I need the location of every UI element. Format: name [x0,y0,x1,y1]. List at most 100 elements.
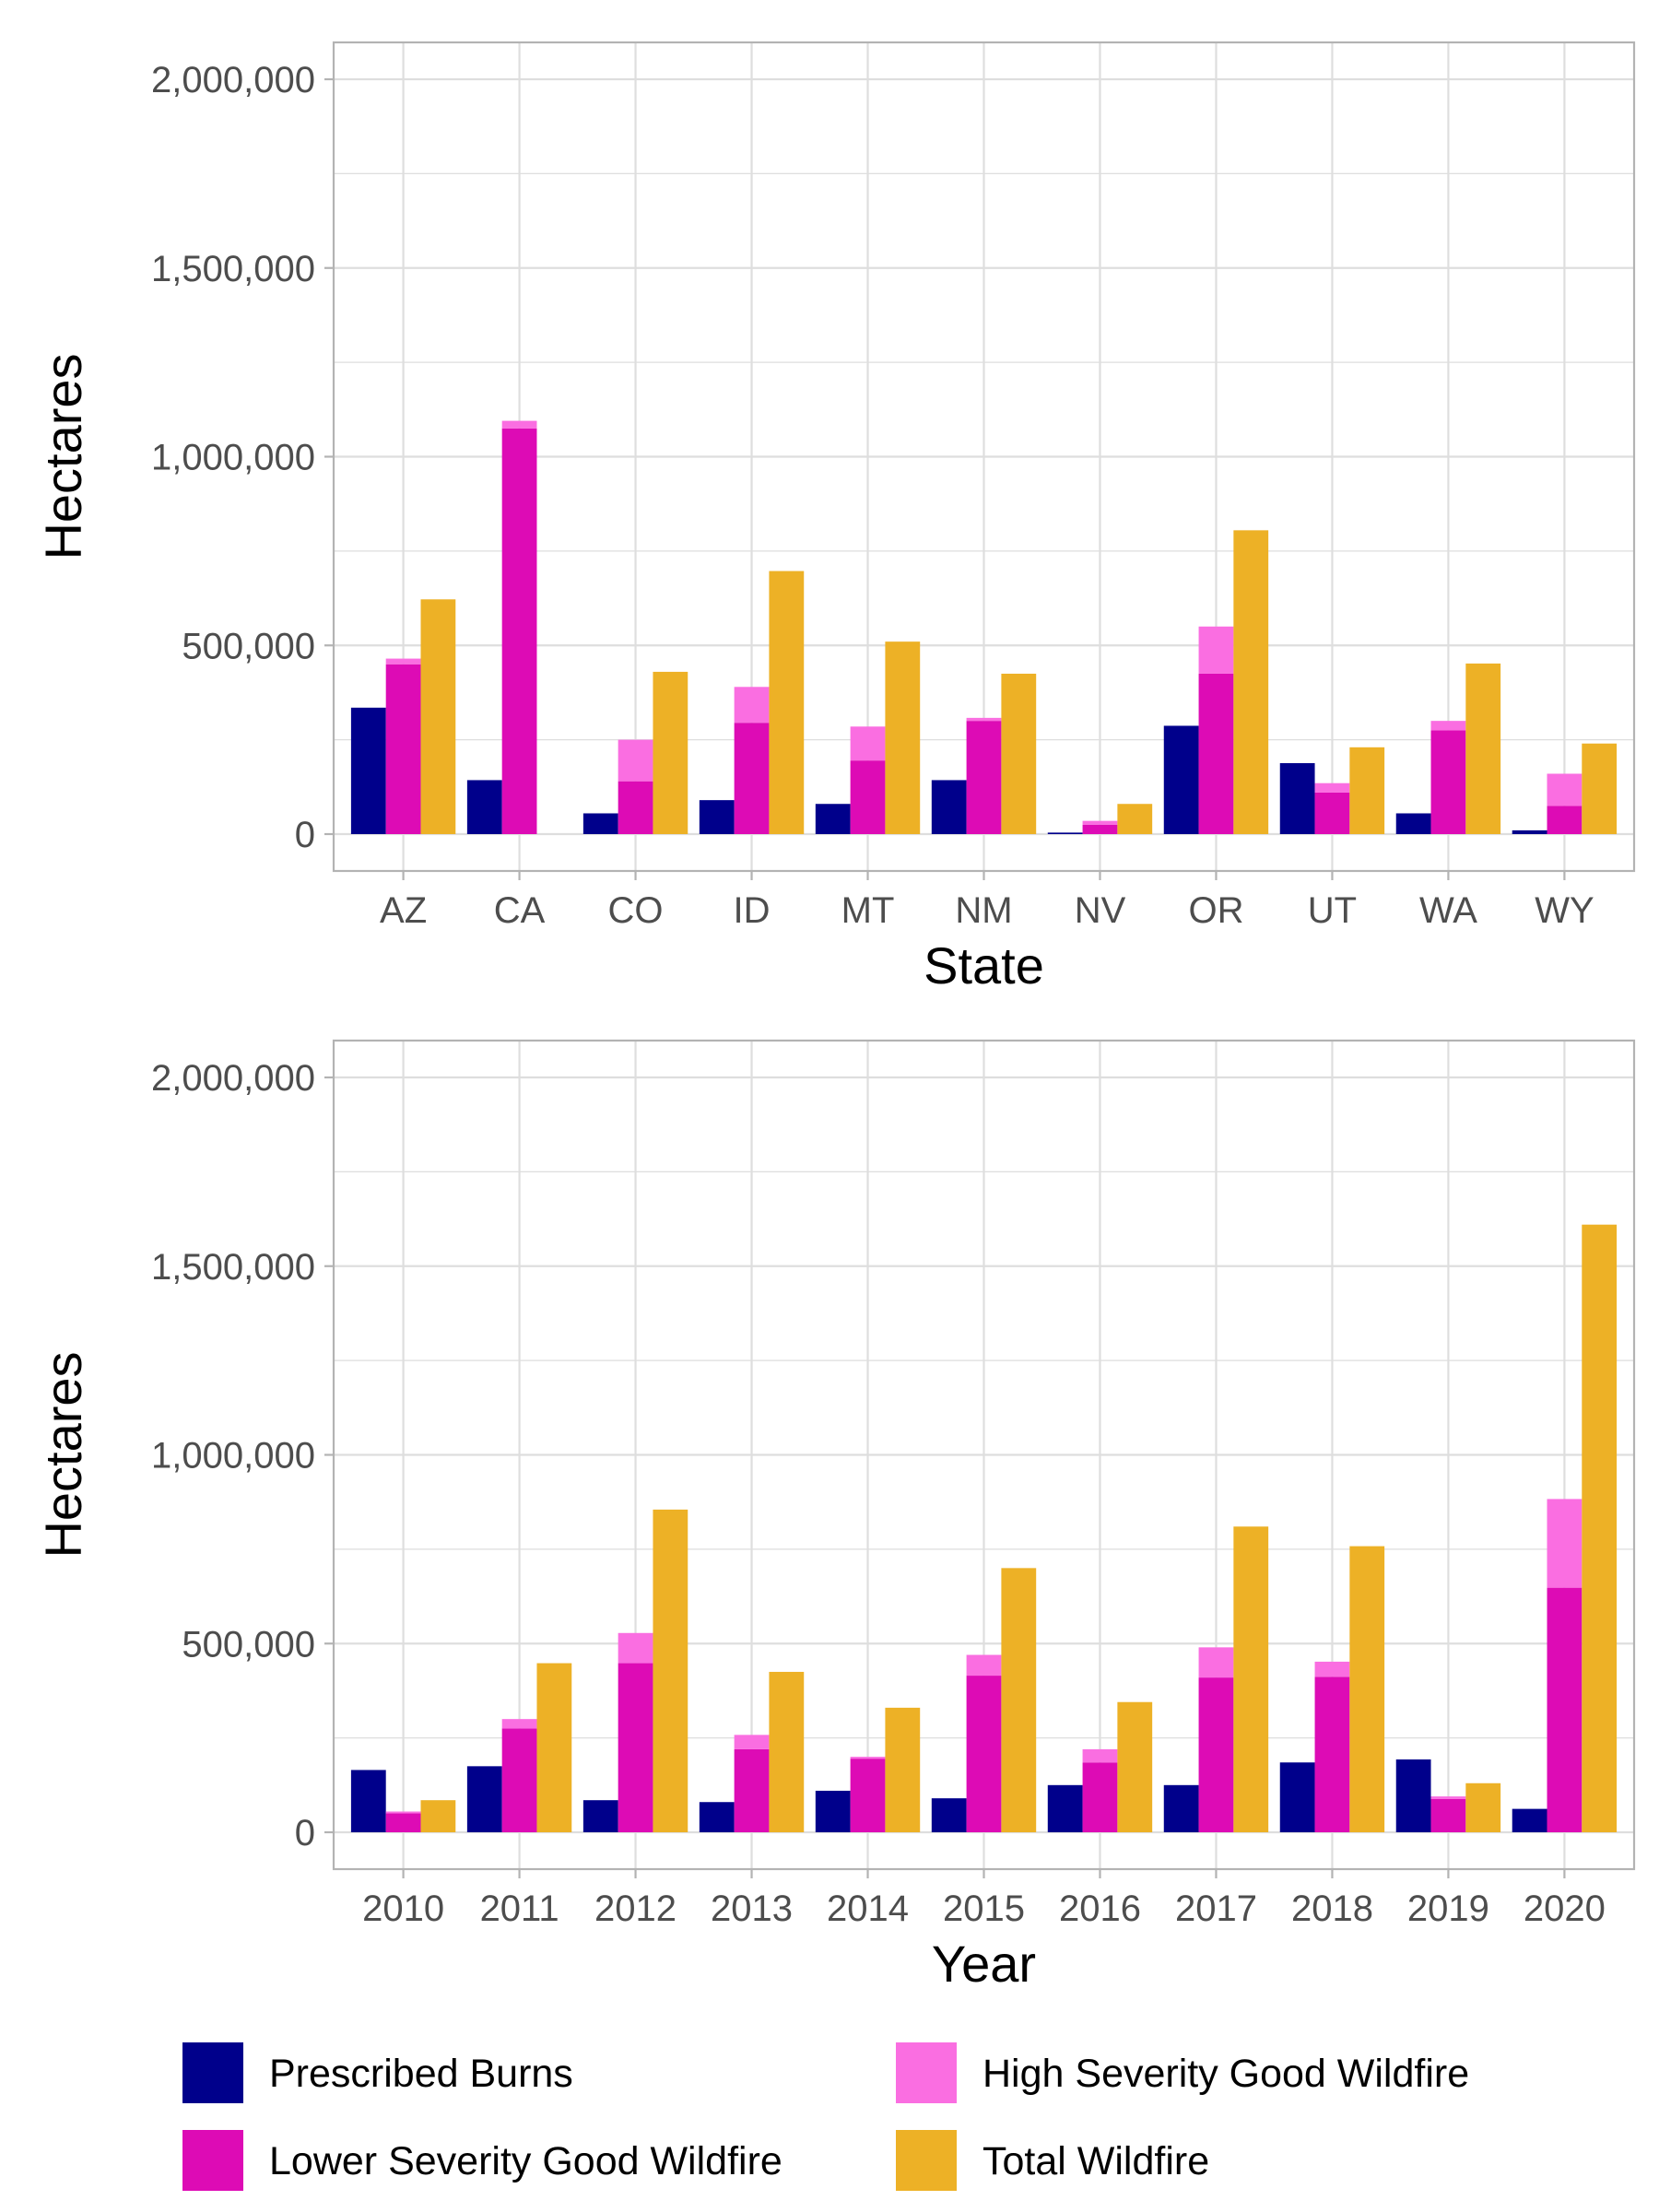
bar-lower-severity [1198,673,1234,834]
bar-prescribed-burns [1163,1784,1199,1832]
bar-prescribed-burns [1395,813,1431,834]
bar-lower-severity [1314,1677,1350,1832]
x-tick-label: OR [1188,890,1243,931]
bar-high-severity [1082,1748,1118,1763]
bar-high-severity [734,687,770,724]
bar-prescribed-burns [1512,1808,1547,1832]
legend-swatch [896,2130,957,2191]
x-tick-label: AZ [380,890,427,931]
x-tick-label: CA [494,890,546,931]
bar-lower-severity [850,1759,886,1832]
bar-total-wildfire [1582,743,1618,834]
x-tick-label: NV [1075,890,1126,931]
y-axis-title: Hectares [34,1351,92,1558]
x-tick-label: 2018 [1291,1888,1373,1929]
x-axis-title: State [924,936,1044,994]
x-axis: AZ CA CO ID MT NM NV OR UT WA WY [380,871,1594,931]
bar-prescribed-burns [699,1802,735,1832]
x-tick-label: ID [734,890,771,931]
bar-prescribed-burns [1279,763,1315,834]
legend-swatch [182,2130,243,2191]
bars [350,420,1618,834]
x-tick-label: 2019 [1407,1888,1489,1929]
y-axis: 0 500,000 1,000,000 1,500,000 2,000,000 [151,1058,334,1853]
bar-total-wildfire [1349,1546,1385,1832]
bar-prescribed-burns [815,804,851,834]
bar-lower-severity [1547,806,1583,834]
x-tick-label: 2016 [1059,1888,1141,1929]
y-tick-label: 500,000 [182,626,315,666]
bar-lower-severity [966,721,1002,834]
bar-total-wildfire [769,1671,805,1832]
bar-lower-severity [1314,792,1350,834]
bar-lower-severity [734,1748,770,1832]
legend-label: Prescribed Burns [269,2052,573,2096]
bar-lower-severity [501,428,537,834]
x-tick-label: 2012 [594,1888,677,1929]
legend-item: Total Wildfire [896,2130,1209,2191]
bar-prescribed-burns [582,1800,618,1832]
legend-label: Lower Severity Good Wildfire [269,2139,782,2183]
legend-swatch [896,2042,957,2103]
x-tick-label: 2014 [827,1888,909,1929]
bar-prescribed-burns [699,800,735,834]
x-tick-label: 2013 [711,1888,793,1929]
bar-lower-severity [734,723,770,834]
bar-prescribed-burns [1512,830,1547,834]
bar-total-wildfire [653,671,688,834]
bar-total-wildfire [1117,804,1153,834]
bar-prescribed-burns [1047,832,1083,834]
bar-high-severity [966,717,1002,722]
legend-item: Prescribed Burns [182,2042,573,2103]
y-tick-label: 1,500,000 [151,249,315,289]
bar-high-severity [385,1811,421,1814]
bar-prescribed-burns [1279,1762,1315,1832]
legend-label: High Severity Good Wildfire [982,2052,1469,2096]
bar-total-wildfire [420,599,456,834]
x-tick-label: 2010 [362,1888,444,1929]
bar-prescribed-burns [1047,1784,1083,1832]
x-tick-label: UT [1308,890,1357,931]
state-panel: 0 500,000 1,000,000 1,500,000 2,000,000 AZ CA C… [34,41,1636,994]
bar-total-wildfire [885,1707,921,1832]
bar-prescribed-burns [466,1766,502,1832]
bar-high-severity [850,726,886,761]
bar-high-severity [966,1654,1002,1677]
bar-high-severity [1430,721,1466,731]
y-tick-label: 1,000,000 [151,438,315,478]
bar-lower-severity [850,760,886,834]
bar-lower-severity [1430,730,1466,834]
bar-high-severity [1547,1499,1583,1588]
x-tick-label: 2015 [943,1888,1025,1929]
x-tick-label: WA [1419,890,1477,931]
bar-prescribed-burns [350,1770,386,1832]
bar-high-severity [1314,782,1350,793]
bar-total-wildfire [885,641,921,834]
bar-high-severity [618,739,653,782]
legend-swatch [182,2042,243,2103]
x-tick-label: 2011 [480,1888,559,1929]
bar-total-wildfire [1233,1526,1269,1832]
y-tick-label: 1,000,000 [151,1436,315,1477]
legend-item: Lower Severity Good Wildfire [182,2130,782,2191]
x-tick-label: MT [841,890,895,931]
bar-lower-severity [501,1728,537,1832]
bar-lower-severity [1082,1762,1118,1832]
y-tick-label: 1,500,000 [151,1247,315,1288]
bar-lower-severity [1430,1798,1466,1832]
x-tick-label: 2020 [1524,1888,1606,1929]
x-axis: 2010 2011 2012 2013 2014 2015 2016 2017 2018 2019… [362,1869,1606,1929]
bar-total-wildfire [1233,530,1269,834]
bar-high-severity [1547,773,1583,806]
bar-prescribed-burns [466,780,502,834]
bar-total-wildfire [420,1800,456,1832]
bar-prescribed-burns [931,1798,967,1832]
bar-total-wildfire [769,571,805,834]
bar-high-severity [1430,1796,1466,1799]
x-tick-label: WY [1535,890,1594,931]
x-axis-title: Year [932,1935,1036,1993]
x-tick-label: NM [955,890,1012,931]
bar-lower-severity [385,1813,421,1832]
bar-total-wildfire [1001,673,1037,834]
